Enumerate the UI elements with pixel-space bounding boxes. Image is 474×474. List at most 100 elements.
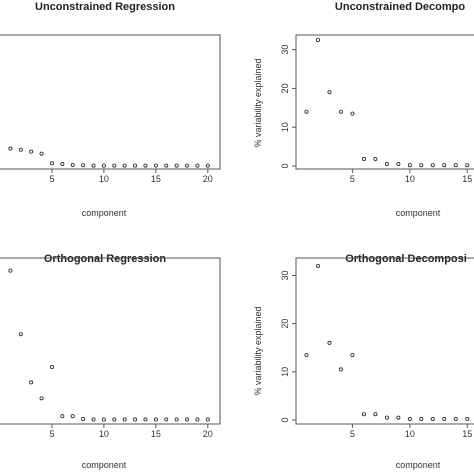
data-point — [122, 163, 127, 168]
data-point — [101, 163, 106, 168]
plot-frame — [295, 34, 474, 170]
data-points — [304, 263, 470, 422]
x-tick-label: 20 — [203, 174, 213, 184]
x-axis: 5 10 15 20 — [49, 169, 213, 184]
plot-frame — [295, 257, 474, 425]
data-point — [8, 146, 13, 151]
data-point — [60, 414, 65, 419]
data-point — [153, 417, 158, 422]
y-tick-label: 20 — [280, 319, 290, 329]
data-point — [101, 417, 106, 422]
data-point — [453, 163, 458, 168]
data-point — [430, 417, 435, 422]
data-point — [143, 163, 148, 168]
x-axis-label: component — [82, 460, 127, 470]
data-point — [185, 163, 190, 168]
data-points — [8, 146, 210, 168]
data-point — [407, 417, 412, 422]
data-point — [350, 352, 355, 357]
y-axis-label: % variability explained — [253, 306, 263, 395]
data-point — [60, 162, 65, 167]
data-point — [361, 157, 366, 162]
y-tick-label: 20 — [280, 83, 290, 93]
x-tick-label: 10 — [405, 429, 415, 439]
data-point — [133, 417, 138, 422]
data-point — [122, 417, 127, 422]
y-tick-label: 30 — [280, 270, 290, 280]
data-point — [91, 417, 96, 422]
data-point — [18, 147, 23, 152]
data-point — [133, 163, 138, 168]
data-point — [49, 364, 54, 369]
data-point — [205, 417, 210, 422]
data-point — [164, 163, 169, 168]
data-point — [81, 417, 86, 422]
x-axis-label: component — [396, 208, 441, 218]
panel-orthogonal-regression: Orthogonal Regression 5 10 15 20 component — [0, 253, 221, 470]
data-point — [465, 417, 470, 422]
x-tick-label: 10 — [99, 174, 109, 184]
x-axis: 5 10 15 20 — [49, 424, 213, 439]
y-axis-label: % variability explained — [253, 58, 263, 147]
data-point — [195, 417, 200, 422]
data-point — [465, 163, 470, 168]
x-tick-label: 20 — [203, 429, 213, 439]
plot-frame — [0, 257, 221, 425]
data-point — [373, 157, 378, 162]
data-point — [373, 412, 378, 417]
panel-title: Unconstrained Decompo — [335, 1, 465, 13]
data-point — [164, 417, 169, 422]
data-point — [29, 380, 34, 385]
data-point — [195, 163, 200, 168]
x-tick-label: 10 — [405, 174, 415, 184]
data-point — [419, 417, 424, 422]
data-point — [442, 417, 447, 422]
data-point — [315, 263, 320, 268]
data-point — [39, 151, 44, 156]
y-tick-label: 0 — [280, 417, 290, 422]
data-point — [304, 352, 309, 357]
data-point — [407, 163, 412, 168]
data-point — [70, 414, 75, 419]
data-point — [419, 163, 424, 168]
data-point — [18, 332, 23, 337]
panel-unconstrained-decomposition: Unconstrained Decompo 5 10 15 0 10 20 30 comp… — [253, 1, 474, 218]
plot-frame — [0, 34, 221, 170]
x-axis-label: component — [82, 208, 127, 218]
y-axis: 0 10 20 30 — [280, 45, 296, 169]
panel-unconstrained-regression: Unconstrained Regression 5 10 15 20 compone… — [0, 1, 221, 218]
data-point — [112, 163, 117, 168]
data-point — [315, 37, 320, 42]
x-tick-label: 15 — [462, 429, 472, 439]
x-tick-label: 15 — [462, 174, 472, 184]
panel-title: Orthogonal Regression — [44, 253, 167, 265]
data-point — [174, 163, 179, 168]
y-tick-label: 0 — [280, 163, 290, 168]
data-point — [396, 415, 401, 420]
data-point — [430, 163, 435, 168]
panel-title: Orthogonal Decomposi — [345, 253, 467, 265]
x-tick-label: 15 — [151, 429, 161, 439]
panel-title: Unconstrained Regression — [35, 1, 175, 13]
data-point — [350, 111, 355, 116]
x-tick-label: 15 — [151, 174, 161, 184]
data-point — [442, 163, 447, 168]
y-tick-label: 30 — [280, 45, 290, 55]
data-point — [338, 109, 343, 114]
data-point — [174, 417, 179, 422]
data-point — [327, 90, 332, 95]
data-point — [112, 417, 117, 422]
data-point — [49, 161, 54, 166]
data-point — [396, 162, 401, 167]
data-point — [8, 268, 13, 273]
data-point — [29, 149, 34, 154]
x-tick-label: 5 — [350, 429, 355, 439]
data-point — [81, 163, 86, 168]
data-point — [384, 415, 389, 420]
data-points — [8, 268, 210, 422]
data-point — [153, 163, 158, 168]
x-tick-label: 5 — [350, 174, 355, 184]
data-point — [39, 396, 44, 401]
data-points — [304, 37, 470, 168]
